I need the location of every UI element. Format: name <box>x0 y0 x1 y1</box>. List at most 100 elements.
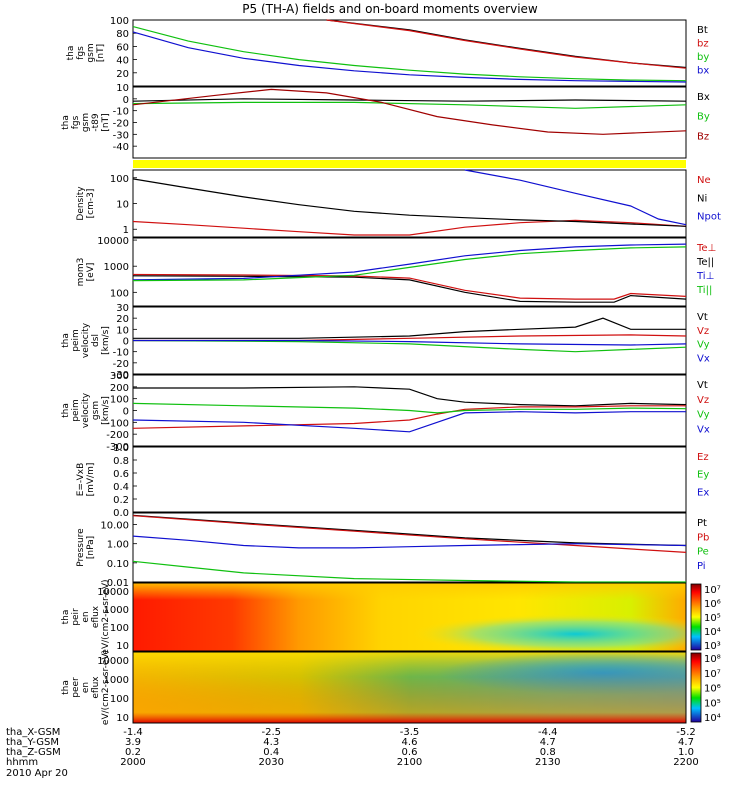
y-axis-label: thapeimvelocitydsl[km/s] <box>61 322 111 358</box>
legend-entry: Vz <box>697 395 709 406</box>
y-tick-label: 40 <box>116 56 129 67</box>
y-tick-label: 200 <box>110 383 129 394</box>
colorbar-tick-label: 10⁷ <box>704 585 721 596</box>
legend-entry: Pe <box>697 547 709 558</box>
y-tick-label: -100 <box>106 418 129 429</box>
y-axis-label: thapeerenefluxeV/(cm2-s-sr-eV) <box>61 650 111 725</box>
panels-group: 10080604020thafgsgsm[nT]Btbzbybx100-10-2… <box>61 16 721 725</box>
y-tick-label: 10000 <box>97 587 129 598</box>
y-axis-label: thapeirenefluxeV/(cm2-s-sr-eV) <box>61 579 111 654</box>
y-tick-label: -10 <box>113 348 129 359</box>
colorbar-ticks: 10⁷ 10⁶ 10⁵ 10⁴ 10³ 10⁸ 10⁷ 10⁶ 10⁵ 10⁴ <box>704 585 721 724</box>
series-line <box>132 339 687 353</box>
flag-bar <box>133 160 686 168</box>
series-line <box>326 19 687 69</box>
figure-title: P5 (TH-A) fields and on-board moments ov… <box>242 2 538 16</box>
orbit-value: 3.9 <box>125 737 141 748</box>
legend-entry: Pi <box>697 561 706 572</box>
y-tick-label: -20 <box>113 359 129 370</box>
panel-3: 100 10 1 Density[cm-3] Ne Ni Npot <box>76 169 721 238</box>
panel-9: 10000 1000 100 10 thapeirenefluxeV/(cm2-s-sr… <box>61 579 137 655</box>
y-tick-label: 100 <box>110 694 129 705</box>
y-axis-label: thapeimvelocitygsm[km/s] <box>61 392 111 428</box>
y-axis-label: thafgsgsm[nT] <box>66 43 106 62</box>
colorbar-tick-label: 10⁸ <box>704 654 721 665</box>
legend-entry: Pt <box>697 518 707 529</box>
date-label: 2010 Apr 20 <box>6 768 68 779</box>
y-tick-label: 10 <box>116 641 129 652</box>
y-tick-label: 0.6 <box>113 469 129 480</box>
orbit-value: -2.5 <box>261 727 281 738</box>
orbit-row-label: tha_Z-GSM <box>6 747 61 758</box>
panel-0: 100 80 60 40 20 thafgsgsm[nT] Bt bz by bx <box>66 16 709 87</box>
legend-entry: Vy <box>697 410 710 421</box>
orbit-row-label: tha_X-GSM <box>6 727 60 738</box>
legend-entry: By <box>697 112 710 123</box>
y-tick-label: 100 <box>110 16 129 27</box>
colorbar-tick-label: 10⁴ <box>704 713 721 724</box>
panel-10: 10000 1000 100 10 thapeerenefluxeV/(cm2-s-sr… <box>61 650 137 725</box>
orbit-value: 4.7 <box>678 737 694 748</box>
y-tick-label: 300 <box>110 371 129 382</box>
y-tick-label: 20 <box>116 69 129 80</box>
series-line <box>133 339 687 346</box>
series-line <box>132 515 687 553</box>
y-tick-label: 0.2 <box>113 495 129 506</box>
series-line <box>132 98 687 102</box>
y-tick-label: 80 <box>116 29 129 40</box>
series-line <box>132 26 687 82</box>
series-line <box>132 275 687 303</box>
y-axis-label: Pressure[nPa] <box>76 528 96 567</box>
legend-entry: bz <box>697 39 709 50</box>
y-tick-label: -300 <box>106 442 129 453</box>
colorbar-tick-label: 10⁵ <box>704 613 721 624</box>
orbit-value: 0.2 <box>125 747 141 758</box>
y-tick-label: 0 <box>123 337 129 348</box>
y-tick-label: 10 <box>116 83 129 94</box>
colorbar-electron <box>690 652 702 723</box>
orbit-value: -3.5 <box>400 727 420 738</box>
y-tick-label: 10.00 <box>100 521 129 532</box>
orbit-value: 4.6 <box>402 737 418 748</box>
y-tick-label: -200 <box>106 430 129 441</box>
y-tick-label: 1000 <box>104 675 129 686</box>
legend-entry: Ti|| <box>696 285 712 296</box>
y-tick-label: 10 <box>116 200 129 211</box>
y-tick-label: 0 <box>123 95 129 106</box>
y-tick-label: 10 <box>116 713 129 724</box>
orbit-value: 1.0 <box>678 747 694 758</box>
orbit-value: -1.4 <box>123 727 143 738</box>
colorbar-tick-label: 10⁵ <box>704 698 721 709</box>
legend-entry: Npot <box>697 212 721 223</box>
orbit-row-label: hhmm <box>6 757 38 768</box>
y-tick-label: -30 <box>113 370 129 381</box>
orbit-value: 4.7 <box>540 737 556 748</box>
series-line <box>132 219 687 236</box>
y-tick-label: 100 <box>110 623 129 634</box>
y-tick-label: 1.0 <box>113 443 129 454</box>
legend-entry: Pb <box>697 532 709 543</box>
orbit-row-label: tha_Y-GSM <box>6 737 59 748</box>
y-tick-label: 100 <box>110 395 129 406</box>
legend-entry: bx <box>697 66 709 77</box>
series-line <box>132 402 687 414</box>
orbit-value: 2030 <box>259 757 284 768</box>
y-tick-label: 10000 <box>97 656 129 667</box>
legend-entry: Ni <box>697 193 707 204</box>
y-axis-label: mom3[eV] <box>76 258 96 287</box>
orbit-value: 2000 <box>120 757 145 768</box>
orbit-value: 0.6 <box>402 747 418 758</box>
legend-entry: Ez <box>697 452 709 463</box>
orbit-value: 2200 <box>673 757 698 768</box>
legend-entry: Vx <box>697 353 710 364</box>
orbit-value: 2100 <box>397 757 422 768</box>
y-tick-label: -30 <box>113 130 129 141</box>
y-tick-label: 1.00 <box>107 540 129 551</box>
y-tick-label: 1000 <box>104 605 129 616</box>
colorbar-tick-label: 10⁴ <box>704 627 721 638</box>
series-line <box>133 317 686 339</box>
legend-entry: Ti⊥ <box>696 271 714 282</box>
